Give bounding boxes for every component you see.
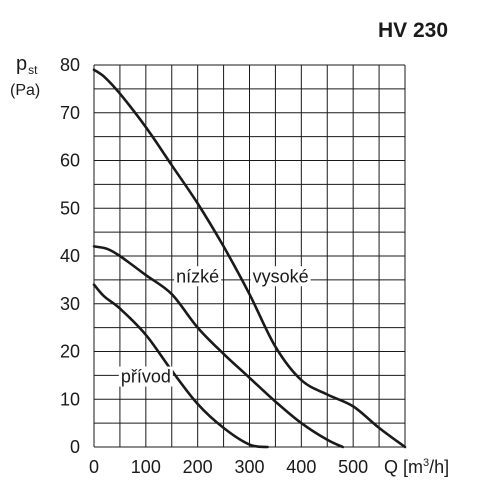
y-axis-label-sub: st xyxy=(28,63,38,77)
series-labels: vysoké nízké přívod xyxy=(118,266,311,387)
y-axis-label-main: p xyxy=(16,53,27,75)
series-line-0 xyxy=(92,68,407,449)
y-tick-label: 60 xyxy=(60,151,80,171)
x-tick-label: 100 xyxy=(131,457,161,477)
y-axis-unit: (Pa) xyxy=(10,82,40,99)
series-label-0: vysoké xyxy=(253,266,309,286)
x-tick-label: 400 xyxy=(286,457,316,477)
series-label-bg xyxy=(250,266,311,287)
y-tick-label: 20 xyxy=(60,342,80,362)
series-label-2: přívod xyxy=(121,367,171,387)
x-tick-label: 300 xyxy=(234,457,264,477)
x-tick-label: 0 xyxy=(89,457,99,477)
y-tick-label: 50 xyxy=(60,198,80,218)
y-tick-label: 30 xyxy=(60,294,80,314)
series-line-1 xyxy=(92,245,345,449)
x-tick-label: 500 xyxy=(338,457,368,477)
y-tick-label: 40 xyxy=(60,246,80,266)
x-tick-labels: 0 100 200 300 400 500 xyxy=(89,457,368,477)
y-tick-label: 0 xyxy=(70,437,80,457)
chart-title: HV 230 xyxy=(378,19,448,42)
y-tick-label: 70 xyxy=(60,103,80,123)
svg-text:pst: pst xyxy=(16,53,38,77)
y-axis-label: pst (Pa) xyxy=(10,53,40,99)
series-label-bg xyxy=(118,366,173,387)
x-axis-label: Q [m3/h] xyxy=(384,457,449,477)
series-label-1: nízké xyxy=(176,266,219,286)
x-tick-label: 200 xyxy=(183,457,213,477)
y-tick-labels: 0 10 20 30 40 50 60 70 80 xyxy=(60,55,80,457)
series-label-bg xyxy=(174,266,222,287)
grid xyxy=(93,64,406,448)
y-tick-label: 10 xyxy=(60,389,80,409)
y-tick-label: 80 xyxy=(60,55,80,75)
